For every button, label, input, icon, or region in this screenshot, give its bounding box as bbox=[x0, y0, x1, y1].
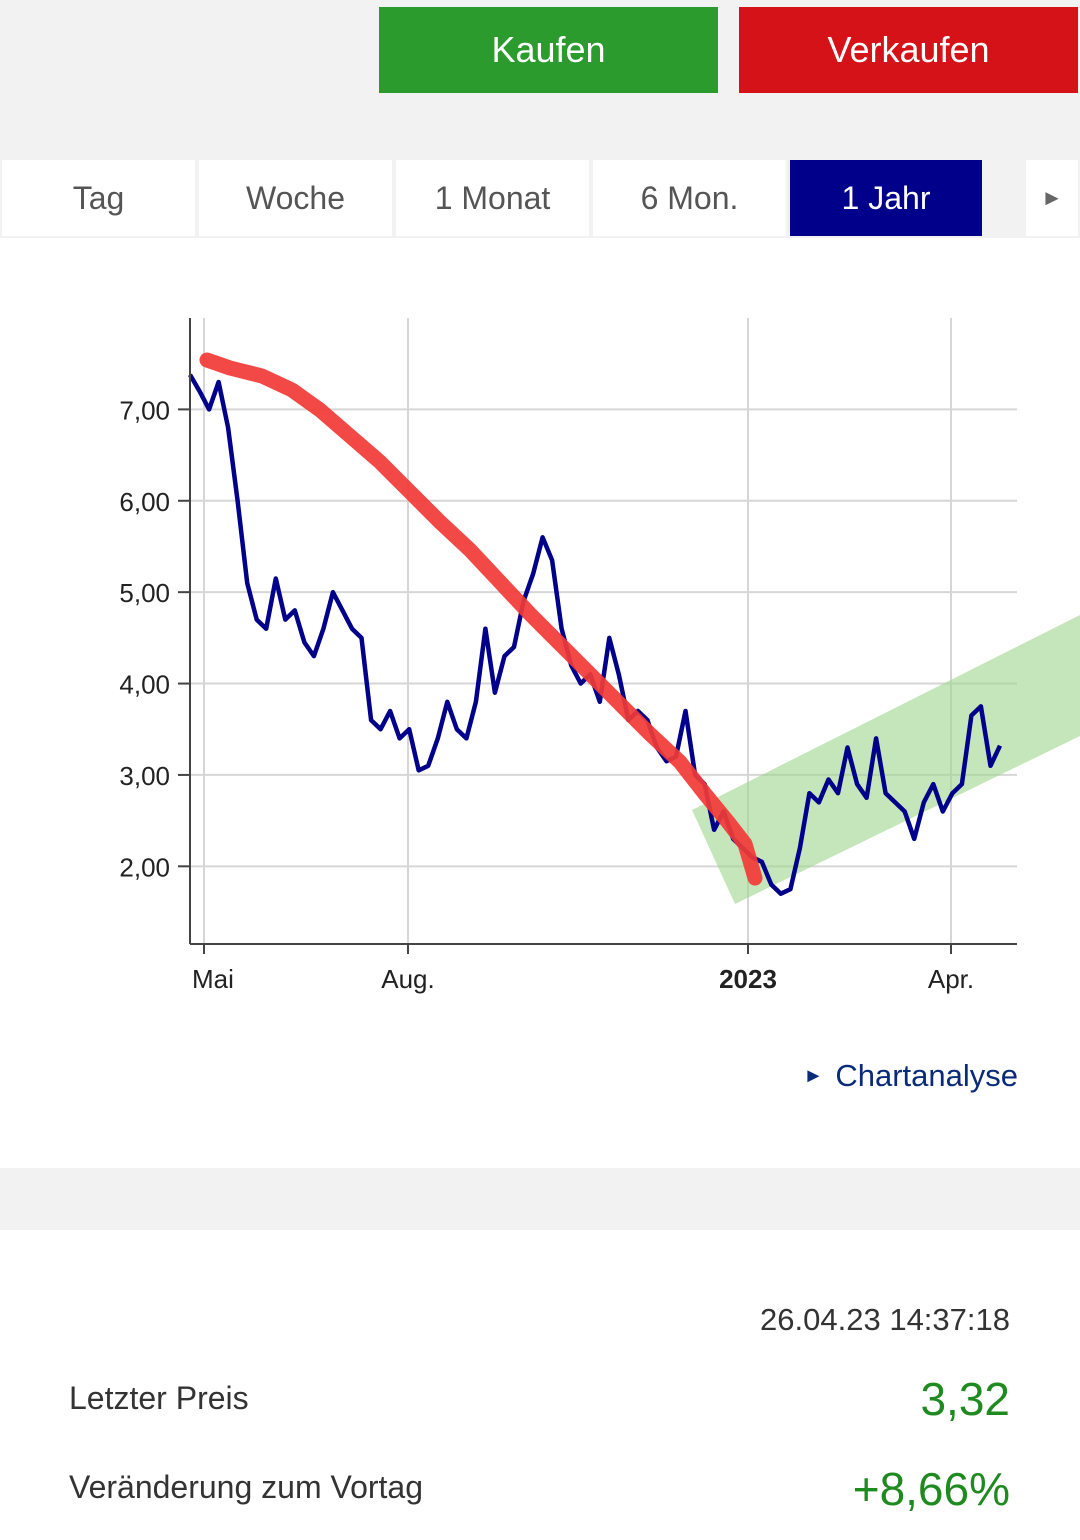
chart-analysis-label: Chartanalyse bbox=[835, 1058, 1018, 1093]
chart-analysis-link[interactable]: ► Chartanalyse bbox=[804, 1058, 1018, 1094]
play-arrow-icon: ► bbox=[803, 1064, 824, 1087]
y-tick-label: 5,00 bbox=[119, 578, 170, 608]
x-axis-labels: Mai Aug. 2023 Apr. bbox=[192, 964, 974, 994]
chart-axes bbox=[189, 318, 1017, 945]
tab-week[interactable]: Woche bbox=[199, 160, 392, 236]
change-label: Veränderung zum Vortag bbox=[69, 1469, 424, 1505]
buy-button[interactable]: Kaufen bbox=[379, 7, 718, 93]
x-tick-label: Aug. bbox=[381, 964, 435, 994]
change-value: +8,66% bbox=[852, 1463, 1010, 1515]
x-tick-label: Mai bbox=[192, 964, 234, 994]
chart-grid bbox=[178, 318, 1017, 954]
y-tick-label: 7,00 bbox=[119, 395, 170, 425]
quote-timestamp: 26.04.23 14:37:18 bbox=[760, 1302, 1010, 1337]
tab-6-months[interactable]: 6 Mon. bbox=[593, 160, 786, 236]
y-tick-label: 3,00 bbox=[119, 761, 170, 791]
y-tick-label: 4,00 bbox=[119, 670, 170, 700]
last-price-value: 3,32 bbox=[920, 1373, 1010, 1425]
x-tick-label: Apr. bbox=[928, 964, 974, 994]
y-tick-label: 6,00 bbox=[119, 487, 170, 517]
section-divider bbox=[0, 1168, 1080, 1230]
y-tick-label: 2,00 bbox=[119, 852, 170, 882]
downtrend-annotation bbox=[199, 352, 763, 886]
y-axis-labels: 7,00 6,00 5,00 4,00 3,00 2,00 bbox=[119, 395, 170, 882]
period-tabs: Tag Woche 1 Monat 6 Mon. 1 Jahr ► bbox=[0, 158, 1080, 238]
tab-1-year[interactable]: 1 Jahr bbox=[790, 160, 982, 236]
top-action-bar: Kaufen Verkaufen bbox=[0, 0, 1080, 158]
sell-button[interactable]: Verkaufen bbox=[739, 7, 1078, 93]
tab-1-month[interactable]: 1 Monat bbox=[396, 160, 589, 236]
uptrend-channel-annotation bbox=[692, 615, 1080, 904]
price-chart: 7,00 6,00 5,00 4,00 3,00 2,00 Mai Aug. 2023 Apr. bbox=[119, 318, 1080, 994]
x-tick-label: 2023 bbox=[719, 964, 777, 994]
tab-day[interactable]: Tag bbox=[2, 160, 195, 236]
last-price-label: Letzter Preis bbox=[69, 1380, 249, 1416]
tabs-next-arrow-icon[interactable]: ► bbox=[1026, 160, 1078, 236]
